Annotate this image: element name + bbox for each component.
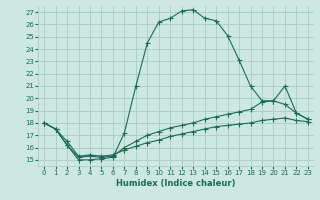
X-axis label: Humidex (Indice chaleur): Humidex (Indice chaleur)	[116, 179, 236, 188]
